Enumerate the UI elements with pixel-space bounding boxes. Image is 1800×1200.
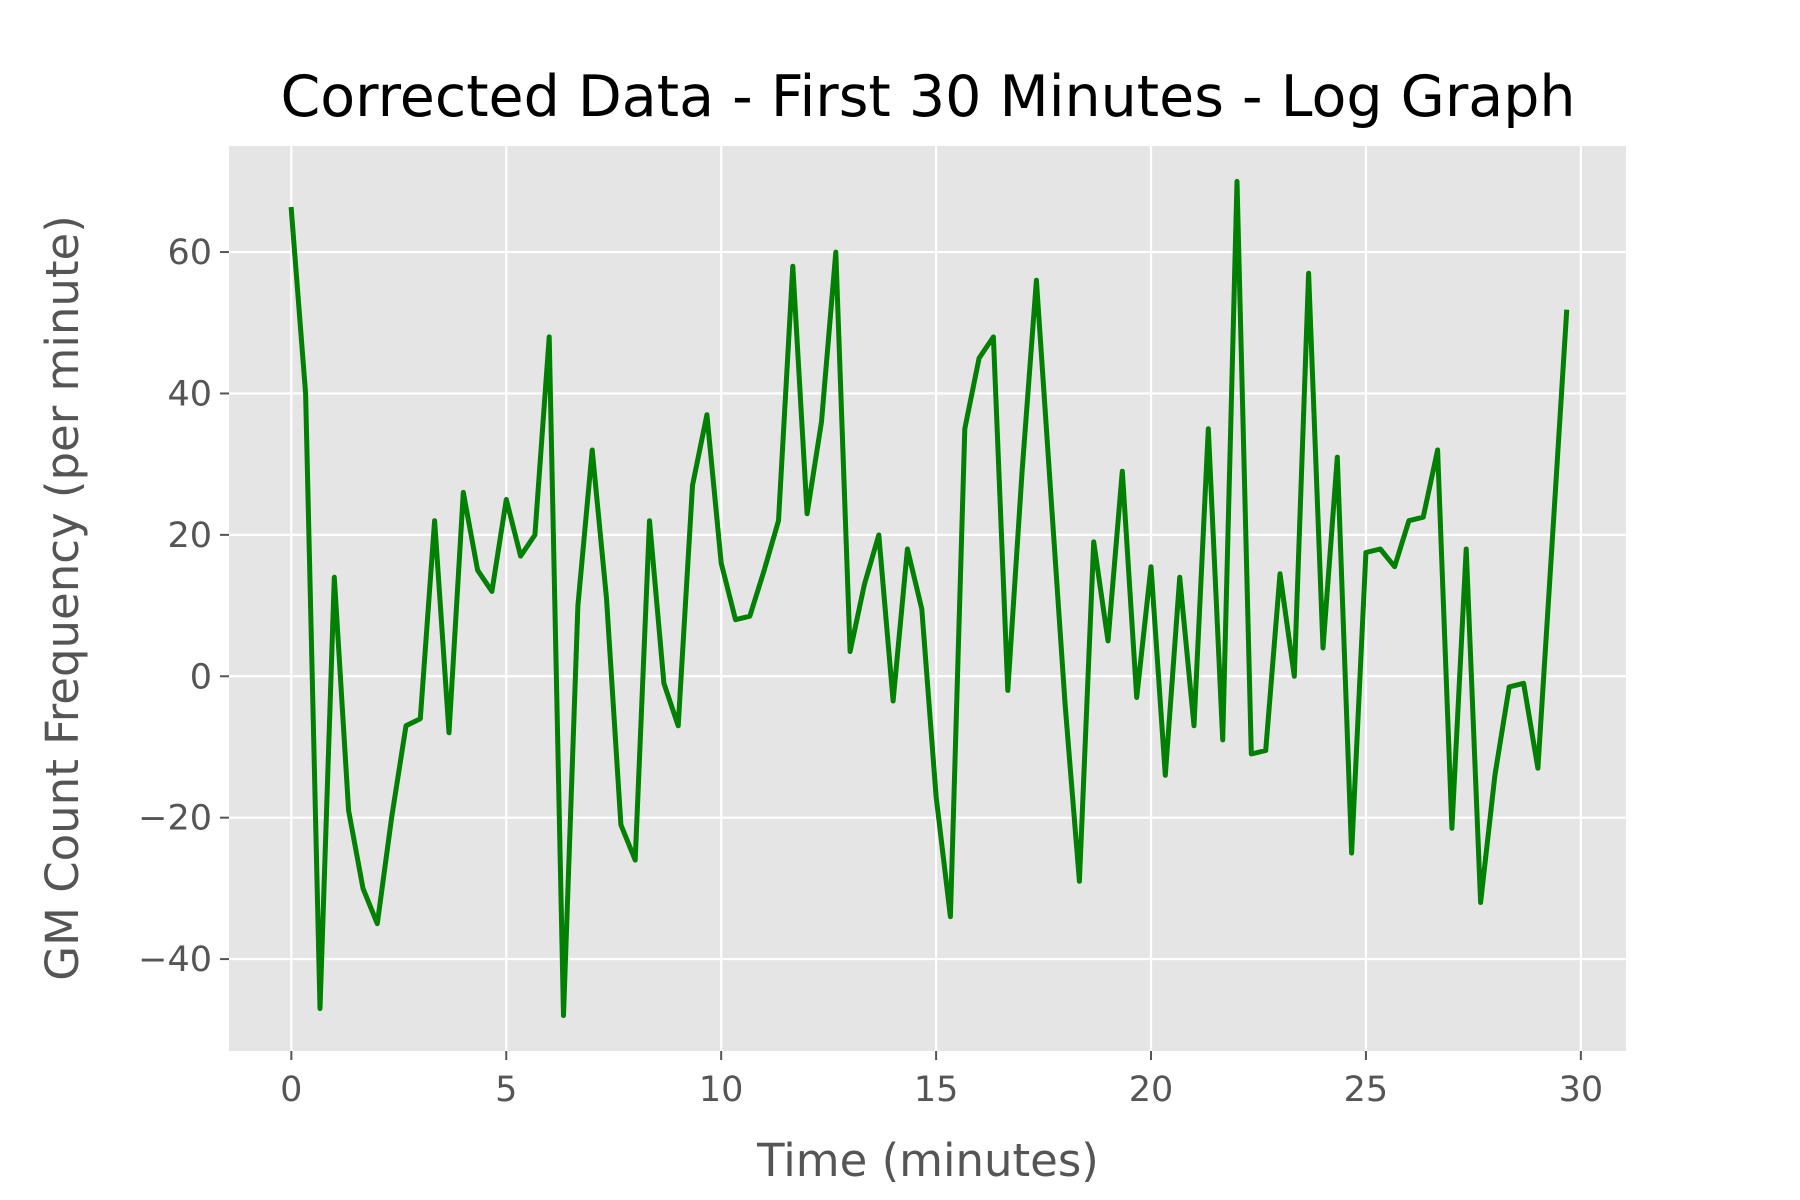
x-tick-label: 0 <box>280 1070 302 1110</box>
x-tick-label: 10 <box>699 1070 744 1110</box>
series-line <box>288 178 1570 1019</box>
chart-title: Corrected Data - First 30 Minutes - Log … <box>281 64 1576 130</box>
y-tick-label: −40 <box>138 940 212 980</box>
series-layer <box>288 178 1570 1019</box>
x-tick-label: 30 <box>1559 1070 1604 1110</box>
x-tick-label: 25 <box>1344 1070 1389 1110</box>
tick-layer: 0 5 10 15 20 25 30 −40 −20 0 20 40 60 <box>138 233 1603 1110</box>
y-tick-label: 0 <box>190 657 212 697</box>
y-tick-label: 20 <box>167 516 212 556</box>
plot-area <box>229 146 1626 1051</box>
y-axis-label: GM Count Frequency (per minute) <box>36 215 89 981</box>
x-tick-label: 5 <box>495 1070 517 1110</box>
x-tick-label: 15 <box>914 1070 959 1110</box>
y-tick-label: 60 <box>167 233 212 273</box>
x-tick-label: 20 <box>1129 1070 1174 1110</box>
y-tick-label: 40 <box>167 374 212 414</box>
y-tick-label: −20 <box>138 799 212 839</box>
x-axis-label: Time (minutes) <box>756 1134 1099 1187</box>
